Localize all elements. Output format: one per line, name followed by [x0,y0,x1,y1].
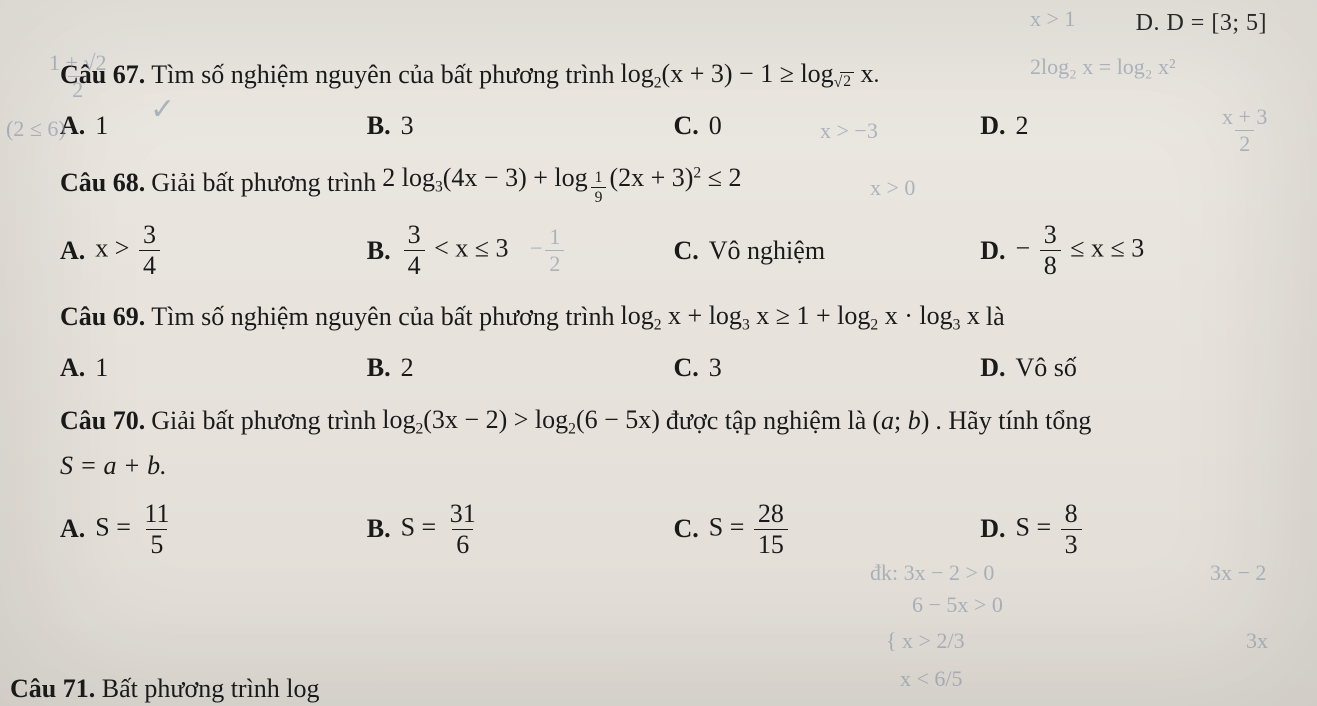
q69-opt-A: A. 1 [60,353,367,383]
opt-label-D: D. [980,514,1005,544]
opt-label-C: C. [674,514,699,544]
opt-label-A: A. [60,111,85,141]
q69-opt-C: C. 3 [674,353,981,383]
question-71-partial: Câu 71. Bất phương trình log [10,674,320,704]
opt-label-D: D. [980,353,1005,383]
handwriting-note: x < 6/5 [900,666,963,692]
q70-C: S = 2815 [709,501,791,558]
q70-stem-1: Câu 70. Giải bất phương trình log2(3x − … [60,401,1287,441]
q69-B: 2 [401,353,414,383]
q70-math: log2(3x − 2) > log2(6 − 5x) [382,401,660,441]
opt-label-C: C. [674,353,699,383]
q68-opt-D: D. − 38 ≤ x ≤ 3 [980,222,1287,279]
opt-label-C: C. [674,111,699,141]
q70-D: S = 83 [1016,501,1085,558]
q68-opt-A: A. x > 34 [60,222,367,279]
q69-stem: Câu 69. Tìm số nghiệm nguyên của bất phư… [60,297,1287,337]
opt-label-A: A. [60,353,85,383]
q70-opt-D: D. S = 83 [980,501,1287,558]
q68-math: 2 log3(4x − 3) + log19(2x + 3)2 ≤ 2 [382,159,741,206]
q69-C: 3 [709,353,722,383]
handwriting-note: 3x [1246,628,1268,654]
opt-label-B: B. [367,353,391,383]
q69-opt-B: B. 2 [367,353,674,383]
q67-opt-B: B. 3 [367,111,674,141]
q70-opt-C: C. S = 2815 [674,501,981,558]
q70-A: S = 115 [95,501,176,558]
opt-label-C: C. [674,236,699,266]
q67-options: A. 1 B. 3 C. 0 D. 2 [60,111,1287,141]
q68-stem: Câu 68. Giải bất phương trình 2 log3(4x … [60,159,1287,206]
q68-label: Câu 68. [60,164,145,202]
q71-text: Bất phương trình log [102,674,320,703]
q68-D: − 38 ≤ x ≤ 3 [1016,222,1145,279]
q69-opt-D: D. Vô số [980,353,1287,383]
handwriting-note: đk: 3x − 2 > 0 [870,560,994,586]
q70-stem-2: S = a + b. [60,447,1287,485]
opt-label-D: D. [980,111,1005,141]
q70-opt-B: B. S = 316 [367,501,674,558]
q67-math: log2(x + 3) − 1 ≥ log2 x. [621,55,880,95]
handwriting-note: { x > 2/3 [886,628,965,654]
opt-label-A: A. [60,236,85,266]
q70-opt-A: A. S = 115 [60,501,367,558]
question-69: Câu 69. Tìm số nghiệm nguyên của bất phư… [60,297,1287,383]
q69-D: Vô số [1016,353,1077,383]
partial-top-text: D. D = [3; 5] [1136,10,1267,36]
q70-stem-post: . Hãy tính tổng [935,402,1091,440]
q67-stem: Câu 67. Tìm số nghiệm nguyên của bất phư… [60,55,1287,95]
question-67: Câu 67. Tìm số nghiệm nguyên của bất phư… [60,55,1287,141]
opt-label-D: D. [980,236,1005,266]
handwriting-note: (2 ≤ 6) [6,116,66,142]
q69-A: 1 [95,353,108,383]
q70-Sdef: S = a + b. [60,447,167,485]
q67-opt-D: D. 2 [980,111,1287,141]
q67-B: 3 [401,111,414,141]
q68-B: 34 < x ≤ 3 [401,222,509,279]
opt-label-A: A. [60,514,85,544]
opt-label-B: B. [367,111,391,141]
q68-opt-C: C. Vô nghiệm [674,222,981,279]
q68-options: A. x > 34 B. 34 < x ≤ 3 C. Vô nghiệm D. … [60,222,1287,279]
q67-A: 1 [95,111,108,141]
question-68: Câu 68. Giải bất phương trình 2 log3(4x … [60,159,1287,279]
handwriting-note: 6 − 5x > 0 [912,592,1003,618]
q67-opt-A: A. 1 [60,111,367,141]
q70-B: S = 316 [401,501,483,558]
q70-options: A. S = 115 B. S = 316 C. S = 2815 D. [60,501,1287,558]
q67-label: Câu 67. [60,56,145,94]
q69-stem-post: là [986,298,1005,336]
opt-label-B: B. [367,236,391,266]
q68-stem-text: Giải bất phương trình [151,164,376,202]
handwriting-note: 3x − 2 [1210,560,1266,586]
q68-C: Vô nghiệm [709,236,825,266]
q70-stem-mid: được tập nghiệm là [666,402,866,440]
opt-label-B: B. [367,514,391,544]
q69-label: Câu 69. [60,298,145,336]
q70-interval: (a; b) [872,402,929,440]
q68-opt-B: B. 34 < x ≤ 3 [367,222,674,279]
partial-top-answer: D. D = [3; 5] [60,10,1287,37]
exam-page: D. D = [3; 5] Câu 67. Tìm số nghiệm nguy… [0,0,1317,706]
q67-opt-C: C. 0 [674,111,981,141]
q70-label: Câu 70. [60,402,145,440]
q69-options: A. 1 B. 2 C. 3 D. Vô số [60,353,1287,383]
q69-math: log2 x + log3 x ≥ 1 + log2 x · log3 x [621,297,980,337]
q71-label: Câu 71. [10,674,95,703]
q69-stem-text: Tìm số nghiệm nguyên của bất phương trìn… [151,298,614,336]
q67-C: 0 [709,111,722,141]
q68-A: x > 34 [95,222,163,279]
q67-D: 2 [1016,111,1029,141]
question-70: Câu 70. Giải bất phương trình log2(3x − … [60,401,1287,558]
q70-stem-text: Giải bất phương trình [151,402,376,440]
q67-stem-text: Tìm số nghiệm nguyên của bất phương trìn… [151,56,614,94]
